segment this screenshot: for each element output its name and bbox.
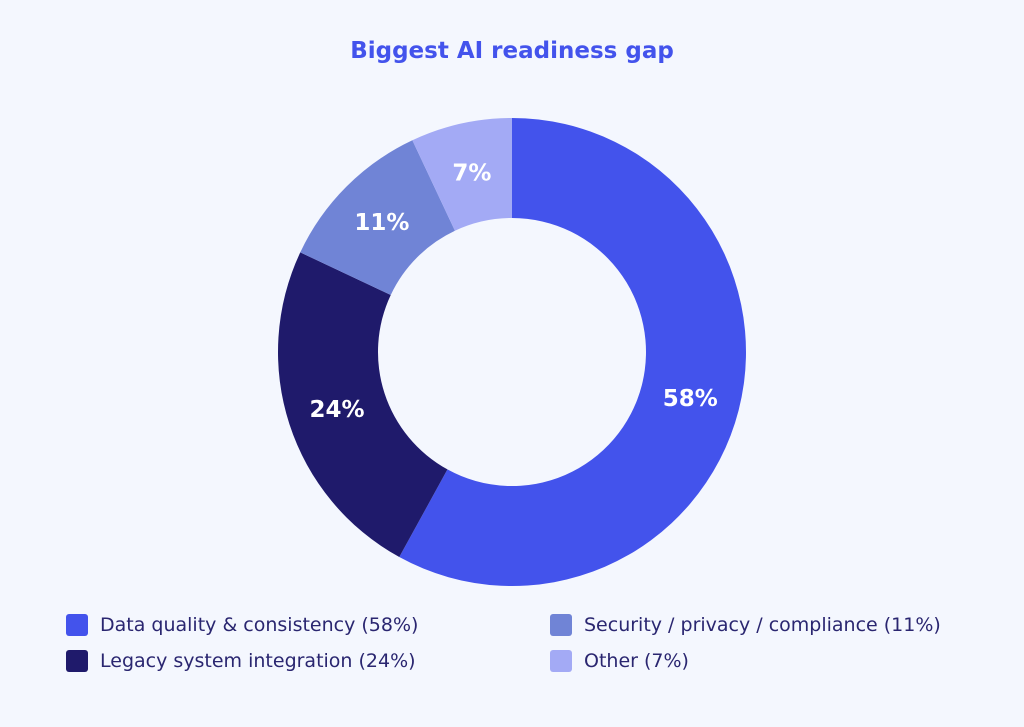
- data-label: 24%: [309, 397, 364, 423]
- legend-item-security: Security / privacy / compliance (11%): [550, 614, 941, 636]
- data-label: 58%: [663, 386, 718, 412]
- legend-label: Legacy system integration (24%): [100, 650, 416, 672]
- slice-legacy: [278, 252, 448, 558]
- data-label: 7%: [452, 160, 491, 186]
- data-label: 11%: [354, 210, 409, 236]
- legend-item-data-quality: Data quality & consistency (58%): [66, 614, 418, 636]
- legend-label: Security / privacy / compliance (11%): [584, 614, 941, 636]
- legend-item-legacy: Legacy system integration (24%): [66, 650, 416, 672]
- legend-swatch: [66, 650, 88, 672]
- legend-swatch: [66, 614, 88, 636]
- legend-item-other: Other (7%): [550, 650, 689, 672]
- legend-swatch: [550, 650, 572, 672]
- legend-label: Other (7%): [584, 650, 689, 672]
- chart-title: Biggest AI readiness gap: [350, 38, 674, 64]
- slice-data-quality: [399, 118, 746, 586]
- slice-security: [300, 140, 455, 295]
- legend-swatch: [550, 614, 572, 636]
- legend-label: Data quality & consistency (58%): [100, 614, 419, 636]
- slice-other: [412, 118, 512, 231]
